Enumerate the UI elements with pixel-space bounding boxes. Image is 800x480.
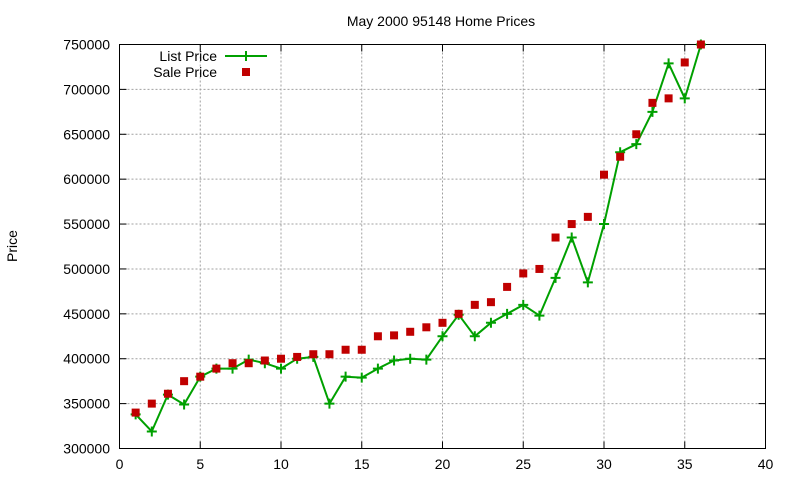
x-tick-label: 35 bbox=[677, 456, 693, 472]
sale-price-point bbox=[680, 58, 689, 67]
legend-label: Sale Price bbox=[153, 64, 217, 80]
sale-price-point bbox=[567, 220, 576, 229]
sale-price-point bbox=[664, 94, 673, 103]
sale-price-point bbox=[551, 233, 560, 242]
sale-price-point bbox=[228, 359, 237, 368]
sale-price-point bbox=[503, 282, 512, 291]
list-price-point bbox=[356, 372, 367, 383]
sale-price-point bbox=[163, 389, 172, 398]
sale-price-point bbox=[309, 350, 318, 359]
x-tick-label: 25 bbox=[515, 456, 531, 472]
sale-price-point bbox=[244, 359, 253, 368]
y-tick-label: 300000 bbox=[63, 441, 110, 457]
y-tick-label: 350000 bbox=[63, 396, 110, 412]
x-tick-label: 40 bbox=[758, 456, 774, 472]
x-tick-label: 10 bbox=[273, 456, 289, 472]
sale-price-point bbox=[422, 323, 431, 332]
sale-price-point bbox=[600, 170, 608, 179]
sale-price-point bbox=[373, 332, 382, 341]
sale-price-point bbox=[632, 130, 641, 139]
list-price-point bbox=[324, 398, 335, 409]
sale-price-point bbox=[131, 408, 140, 417]
y-tick-label: 650000 bbox=[63, 126, 110, 142]
legend-label: List Price bbox=[159, 48, 217, 64]
sale-price-point bbox=[454, 309, 463, 318]
list-price-point bbox=[566, 232, 577, 243]
list-price-point bbox=[599, 219, 609, 230]
list-price-point bbox=[405, 353, 416, 364]
sale-price-point bbox=[535, 264, 544, 273]
sale-price-point bbox=[583, 212, 592, 221]
list-price-point bbox=[389, 355, 400, 366]
list-price-point bbox=[276, 363, 286, 374]
list-price-point bbox=[582, 277, 593, 288]
sale-price-point bbox=[196, 372, 205, 381]
list-price-point bbox=[437, 331, 448, 342]
sale-price-point bbox=[180, 377, 189, 386]
sale-price-point bbox=[277, 354, 285, 363]
sale-price-point bbox=[357, 345, 366, 354]
sale-price-point bbox=[406, 327, 415, 336]
list-price-point bbox=[534, 310, 545, 321]
x-tick-label: 20 bbox=[435, 456, 451, 472]
list-price-point bbox=[647, 106, 658, 117]
grid-lines bbox=[119, 44, 766, 449]
sale-price-point bbox=[648, 98, 657, 107]
sale-price-point bbox=[519, 269, 528, 278]
list-price-point bbox=[179, 399, 190, 410]
y-tick-label: 400000 bbox=[63, 351, 110, 367]
sale-price-point bbox=[260, 356, 269, 365]
list-price-point bbox=[146, 426, 157, 437]
sale-price-point bbox=[486, 298, 495, 307]
y-tick-label: 750000 bbox=[63, 37, 110, 53]
sale-price-point bbox=[696, 40, 705, 49]
list-price-point bbox=[469, 331, 480, 342]
list-price-point bbox=[550, 272, 561, 283]
list-price-point bbox=[679, 93, 690, 104]
sale-price-point bbox=[470, 300, 479, 309]
series-layer bbox=[130, 39, 706, 437]
list-price-point bbox=[631, 139, 642, 150]
x-tick-label: 30 bbox=[596, 456, 612, 472]
sale-price-point bbox=[147, 399, 156, 408]
sale-price-point bbox=[341, 345, 350, 354]
y-tick-label: 550000 bbox=[63, 216, 110, 232]
axis-ticks: 0 5 10 15 20 25 30 35 40 300000 350000 400000 450000… bbox=[63, 37, 773, 473]
sale-price-point bbox=[293, 352, 302, 361]
sale-price-point bbox=[438, 318, 447, 327]
legend-plus-marker bbox=[241, 51, 251, 61]
legend-square-marker bbox=[242, 68, 250, 76]
chart-title: May 2000 95148 Home Prices bbox=[347, 13, 535, 29]
y-axis-label: Price bbox=[4, 230, 20, 262]
y-tick-label: 700000 bbox=[63, 81, 110, 97]
x-tick-label: 15 bbox=[354, 456, 370, 472]
list-price-point bbox=[421, 354, 432, 365]
sale-price-point bbox=[212, 364, 221, 373]
list-price-point bbox=[372, 363, 383, 374]
sale-price-point bbox=[390, 331, 399, 340]
list-price-point bbox=[340, 371, 351, 382]
y-tick-label: 600000 bbox=[63, 171, 110, 187]
sale-price-point bbox=[325, 350, 334, 359]
list-price-point bbox=[518, 299, 529, 310]
sale-price-point bbox=[616, 152, 625, 161]
y-tick-label: 500000 bbox=[63, 261, 110, 277]
list-price-point bbox=[485, 317, 496, 328]
x-tick-label: 0 bbox=[116, 456, 124, 472]
list-price-line bbox=[134, 44, 702, 433]
list-price-point bbox=[663, 58, 674, 69]
y-tick-label: 450000 bbox=[63, 306, 110, 322]
x-tick-label: 5 bbox=[196, 456, 204, 472]
list-price-point bbox=[502, 308, 513, 319]
